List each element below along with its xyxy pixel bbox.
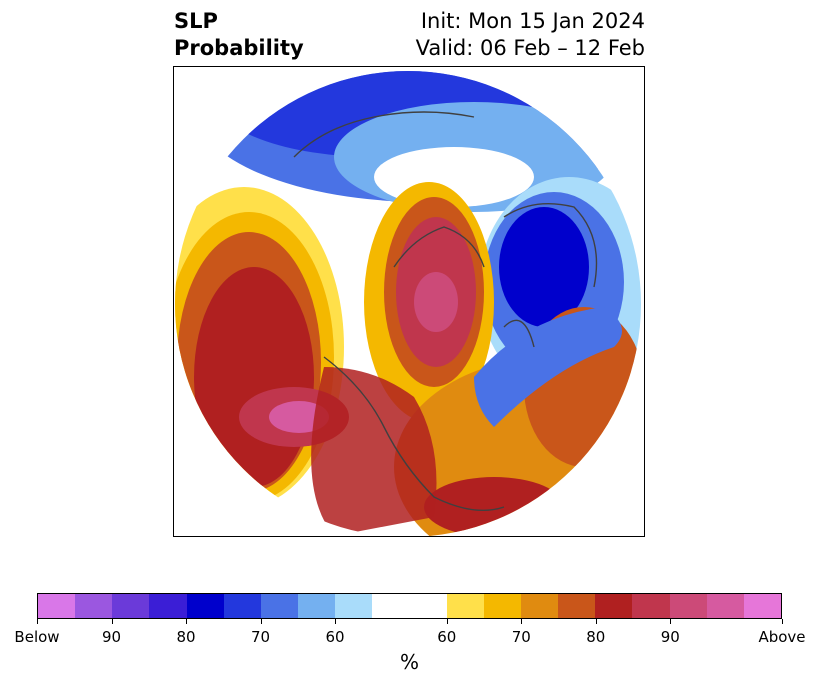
colorbar-tick-mark (670, 619, 672, 624)
high-prob-pacific-80 (194, 267, 314, 487)
valid-range: Valid: 06 Feb – 12 Feb (415, 36, 645, 60)
colorbar-tick-label: 90 (660, 628, 680, 646)
colorbar-above-8 (743, 594, 782, 618)
colorbar-tick-mark (37, 619, 38, 624)
title-variable: SLP (174, 9, 218, 33)
title-product: Probability (174, 36, 304, 60)
colorbar-below-3 (149, 594, 187, 618)
low-prob-eurasia-core (499, 207, 589, 327)
colorbar-tick-label: 60 (437, 628, 457, 646)
colorbar-below-1 (75, 594, 113, 618)
high-prob-arctic-core (414, 272, 458, 332)
probability-map (173, 66, 645, 537)
colorbar-tick-mark (782, 619, 783, 624)
colorbar-above-4 (595, 594, 633, 618)
colorbar-above-6 (669, 594, 707, 618)
high-prob-us-east (424, 477, 564, 536)
chart-title-left: SLP Probability (174, 8, 304, 62)
colorbar-tick-mark (335, 619, 336, 624)
init-date: Init: Mon 15 Jan 2024 (420, 9, 645, 33)
colorbar-tick-label: Below (14, 628, 60, 646)
coastlines (293, 111, 598, 512)
colorbar-above-0 (446, 594, 484, 618)
colorbar-neutral (372, 594, 447, 618)
colorbar-tick-mark (186, 619, 187, 624)
colorbar-below-6 (260, 594, 299, 618)
colorbar-tick-mark (595, 619, 597, 624)
colorbar-above-3 (558, 594, 596, 618)
colorbar-below-7 (298, 594, 336, 618)
colorbar-below-2 (112, 594, 150, 618)
colorbar-tick-label: 70 (250, 628, 271, 646)
low-prob-north-atlantic (474, 307, 622, 427)
high-prob-north-america (311, 367, 437, 536)
colorbar-above-1 (483, 594, 522, 618)
colorbar-above-5 (632, 594, 670, 618)
colorbar-tick-mark (446, 619, 448, 624)
colorbar-above-7 (706, 594, 744, 618)
colorbar-tick-label: 60 (325, 628, 345, 646)
colorbar-below-5 (223, 594, 261, 618)
colorbar (37, 593, 782, 619)
colorbar-tick-label: 90 (101, 628, 122, 646)
colorbar-above-2 (521, 594, 559, 618)
colorbar-below-4 (186, 594, 224, 618)
map-canvas (175, 71, 641, 536)
colorbar-tick-label: 80 (586, 628, 606, 646)
colorbar-tick-mark (111, 619, 113, 624)
colorbar-tick-label: Above (758, 628, 806, 646)
colorbar-tick-mark (260, 619, 262, 624)
colorbar-below-8 (335, 594, 373, 618)
colorbar-tick-mark (521, 619, 523, 624)
colorbar-tick-label: 70 (511, 628, 531, 646)
colorbar-unit-label: % (399, 650, 419, 674)
colorbar-tick-label: 80 (176, 628, 196, 646)
chart-title-right: Init: Mon 15 Jan 2024 Valid: 06 Feb – 12… (416, 8, 645, 62)
colorbar-below-0 (38, 594, 76, 618)
